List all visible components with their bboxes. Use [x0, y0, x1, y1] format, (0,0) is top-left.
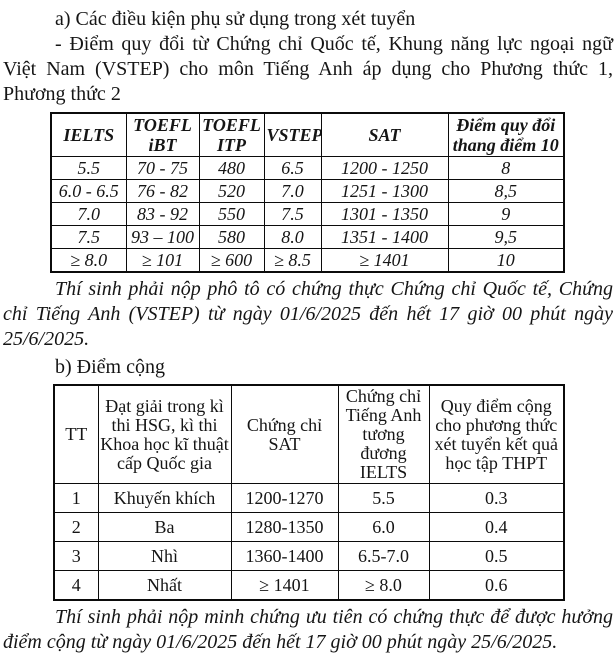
table-row: 7.0 83 - 92 550 7.5 1301 - 1350 9 [50, 202, 565, 226]
column-header-sat: SAT [320, 112, 449, 157]
table-cell: 7.5 [263, 202, 322, 226]
column-header-toefl-ibt: TOEFL iBT [125, 112, 200, 157]
table-cell: 83 - 92 [125, 202, 200, 226]
table-cell: 9,5 [447, 225, 565, 249]
table-row: 1 Khuyến khích 1200-1270 5.5 0.3 [53, 483, 565, 513]
column-header-converted-score: Điểm quy đổi thang điểm 10 [447, 112, 565, 157]
intro-paragraph: - Điểm quy đổi từ Chứng chỉ Quốc tế, Khu… [3, 33, 613, 105]
table-cell: 580 [198, 225, 265, 249]
section-b-heading: b) Điểm cộng [55, 356, 165, 378]
table-cell: 5.5 [337, 483, 430, 513]
table-row: 2 Ba 1280-1350 6.0 0.4 [53, 512, 565, 542]
column-header-sat-cert: Chứng chỉ SAT [230, 384, 339, 484]
table-cell: ≥ 8.5 [263, 248, 322, 273]
table-cell: 1 [53, 483, 99, 513]
table-cell: 6.5-7.0 [337, 541, 430, 571]
table-cell: Khuyến khích [97, 483, 232, 513]
table-header-row: TT Đạt giải trong kì thi HSG, kì thi Kho… [53, 384, 565, 484]
column-header-tt: TT [53, 384, 99, 484]
table-cell: 93 – 100 [125, 225, 200, 249]
table-cell: 520 [198, 179, 265, 203]
table-header-row: IELTS TOEFL iBT TOEFL ITP VSTEP SAT Điểm… [50, 112, 565, 157]
table-cell: 1351 - 1400 [320, 225, 449, 249]
table-cell: 0.6 [428, 570, 565, 601]
score-conversion-table: IELTS TOEFL iBT TOEFL ITP VSTEP SAT Điểm… [50, 112, 565, 273]
column-header-vstep: VSTEP [263, 112, 322, 157]
table-cell: 8,5 [447, 179, 565, 203]
bonus-points-table: TT Đạt giải trong kì thi HSG, kì thi Kho… [53, 384, 565, 601]
table-cell: 76 - 82 [125, 179, 200, 203]
table-cell: 1280-1350 [230, 512, 339, 542]
table-row: 3 Nhì 1360-1400 6.5-7.0 0.5 [53, 541, 565, 571]
table-cell: 6.0 [337, 512, 430, 542]
table-cell: 2 [53, 512, 99, 542]
table-cell: ≥ 600 [198, 248, 265, 273]
table-cell: 6.5 [263, 156, 322, 180]
table-cell: 5.5 [50, 156, 127, 180]
table-row: 7.5 93 – 100 580 8.0 1351 - 1400 9,5 [50, 225, 565, 249]
table-cell: 10 [447, 248, 565, 273]
column-header-toefl-itp: TOEFL ITP [198, 112, 265, 157]
table-cell: 0.5 [428, 541, 565, 571]
table-cell: 9 [447, 202, 565, 226]
table-row: 6.0 - 6.5 76 - 82 520 7.0 1251 - 1300 8,… [50, 179, 565, 203]
table-row: 4 Nhất ≥ 1401 ≥ 8.0 0.6 [53, 570, 565, 601]
table-cell: 0.3 [428, 483, 565, 513]
table-cell: 7.5 [50, 225, 127, 249]
table-cell: 1360-1400 [230, 541, 339, 571]
table-cell: ≥ 101 [125, 248, 200, 273]
table-cell: ≥ 1401 [320, 248, 449, 273]
table-cell: 6.0 - 6.5 [50, 179, 127, 203]
column-header-ielts: IELTS [50, 112, 127, 157]
table-cell: 3 [53, 541, 99, 571]
table-cell: 1200 - 1250 [320, 156, 449, 180]
section-a-heading: a) Các điều kiện phụ sử dụng trong xét t… [55, 8, 416, 30]
table-cell: 0.4 [428, 512, 565, 542]
table-cell: 480 [198, 156, 265, 180]
column-header-bonus-points: Quy điểm cộng cho phương thức xét tuyển … [428, 384, 565, 484]
table-cell: 550 [198, 202, 265, 226]
table-row: ≥ 8.0 ≥ 101 ≥ 600 ≥ 8.5 ≥ 1401 10 [50, 248, 565, 273]
note-b: Thí sinh phải nộp minh chứng ưu tiên có … [3, 606, 613, 653]
note-a: Thí sinh phải nộp phô tô có chứng thực C… [3, 278, 613, 350]
column-header-english-cert: Chứng chỉ Tiếng Anh tương đương IELTS [337, 384, 430, 484]
table-cell: 4 [53, 570, 99, 601]
table-cell: 1200-1270 [230, 483, 339, 513]
table-cell: Ba [97, 512, 232, 542]
table-row: 5.5 70 - 75 480 6.5 1200 - 1250 8 [50, 156, 565, 180]
table-cell: 8 [447, 156, 565, 180]
column-header-prize: Đạt giải trong kì thi HSG, kì thi Khoa h… [97, 384, 232, 484]
table-cell: 1301 - 1350 [320, 202, 449, 226]
table-cell: 1251 - 1300 [320, 179, 449, 203]
table-cell: ≥ 1401 [230, 570, 339, 601]
table-cell: 7.0 [263, 179, 322, 203]
table-cell: Nhì [97, 541, 232, 571]
table-cell: ≥ 8.0 [50, 248, 127, 273]
table-cell: 8.0 [263, 225, 322, 249]
table-cell: ≥ 8.0 [337, 570, 430, 601]
table-cell: Nhất [97, 570, 232, 601]
table-cell: 70 - 75 [125, 156, 200, 180]
table-cell: 7.0 [50, 202, 127, 226]
